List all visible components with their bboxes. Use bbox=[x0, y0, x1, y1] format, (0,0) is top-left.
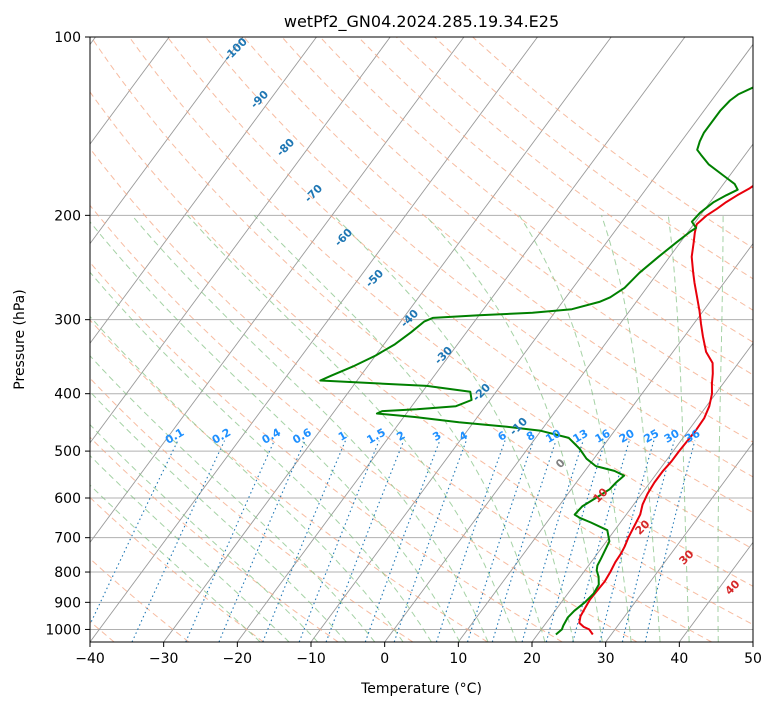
y-tick-label: 200 bbox=[54, 208, 81, 224]
background-lines bbox=[90, 37, 753, 642]
isotherm-line bbox=[90, 37, 244, 245]
y-tick-label: 100 bbox=[54, 30, 81, 46]
isotherm-line bbox=[90, 37, 391, 444]
y-tick-label: 700 bbox=[54, 531, 81, 547]
dry-adiabat-line bbox=[396, 37, 753, 311]
temperature-profile-line bbox=[578, 184, 753, 636]
x-tick-label: −20 bbox=[223, 651, 253, 667]
dry-adiabat-line bbox=[90, 377, 414, 642]
mixing-ratio-line bbox=[218, 440, 306, 642]
isotherm-line bbox=[90, 37, 317, 344]
x-tick-label: 20 bbox=[523, 651, 541, 667]
moist-adiabat-line bbox=[131, 214, 489, 642]
dry-adiabat-line bbox=[90, 496, 264, 642]
mixing-ratio-line bbox=[298, 440, 380, 642]
isotherm-line bbox=[236, 37, 686, 642]
axes: −40 −30 −20 −10 0 10 20 30 40 50 100 200 300 400 500 60… bbox=[45, 30, 762, 667]
moist-adiabat-line bbox=[90, 423, 319, 642]
moist-adiabat-line bbox=[601, 215, 661, 642]
mixing-ratio-line bbox=[90, 440, 179, 626]
moist-adiabat-line bbox=[90, 484, 261, 642]
x-tick-label: 40 bbox=[670, 651, 688, 667]
mixing-ratio-line bbox=[131, 440, 225, 642]
moist-adiabat-line bbox=[187, 214, 517, 642]
moist-adiabat-line bbox=[90, 454, 290, 642]
isotherm-line bbox=[531, 342, 753, 642]
dry-adiabat-line bbox=[90, 261, 563, 642]
moist-adiabat-line bbox=[90, 221, 461, 642]
isotherm-line bbox=[90, 37, 170, 145]
isotherm-line bbox=[605, 442, 753, 642]
y-tick-label: 1000 bbox=[45, 622, 81, 638]
dewpoint-profile-line bbox=[319, 86, 753, 636]
mixing-ratio-line bbox=[521, 440, 584, 642]
y-tick-label: 300 bbox=[54, 313, 81, 329]
isotherm-line bbox=[163, 37, 612, 642]
isotherm-line bbox=[90, 37, 538, 642]
moist-adiabat-line bbox=[717, 215, 724, 642]
moist-adiabat-line bbox=[90, 315, 404, 642]
mixing-ratio-line bbox=[599, 440, 655, 642]
mixing-ratio-line bbox=[185, 440, 275, 642]
x-tick-label: −10 bbox=[296, 651, 326, 667]
y-tick-label: 400 bbox=[54, 387, 81, 403]
dry-adiabat-line bbox=[90, 37, 753, 587]
dry-adiabat-line bbox=[90, 204, 638, 642]
isotherm-line bbox=[457, 242, 753, 642]
x-axis-title: Temperature (°C) bbox=[360, 681, 482, 697]
moist-adiabat-line bbox=[90, 391, 347, 642]
dry-adiabat-line bbox=[90, 91, 753, 626]
x-tick-label: −30 bbox=[149, 651, 179, 667]
moist-adiabat-line bbox=[425, 214, 603, 642]
isotherm-line bbox=[90, 37, 465, 544]
y-tick-label: 800 bbox=[54, 565, 81, 581]
moist-adiabat-line bbox=[253, 214, 546, 642]
y-axis-title: Pressure (hPa) bbox=[12, 289, 28, 389]
moist-adiabat-line bbox=[90, 271, 432, 642]
x-tick-label: −40 bbox=[75, 651, 105, 667]
dry-adiabat-line bbox=[357, 37, 753, 343]
mixing-ratio-line bbox=[466, 440, 534, 642]
sounding-profiles bbox=[319, 86, 753, 636]
mixing-ratio-line bbox=[621, 440, 675, 642]
moist-adiabat-line bbox=[667, 215, 690, 642]
dry-adiabat-line bbox=[167, 37, 753, 514]
mixing-ratio-line bbox=[572, 440, 630, 642]
y-tick-label: 500 bbox=[54, 444, 81, 460]
plot-frame bbox=[89, 36, 754, 643]
moist-adiabat-line bbox=[333, 214, 575, 642]
x-tick-label: 30 bbox=[597, 651, 615, 667]
dry-adiabat-line bbox=[90, 147, 712, 642]
isotherm-line bbox=[384, 143, 753, 642]
mixing-ratio-line bbox=[262, 440, 347, 642]
mixing-ratio-line bbox=[545, 440, 606, 642]
mixing-ratio-line bbox=[491, 440, 557, 642]
y-tick-label: 900 bbox=[54, 595, 81, 611]
isotherm-line bbox=[310, 43, 753, 642]
dry-adiabat-line bbox=[205, 37, 753, 478]
moist-adiabat-line bbox=[90, 355, 376, 642]
dry-adiabat-line bbox=[319, 37, 753, 376]
x-tick-label: 50 bbox=[744, 651, 762, 667]
chart-title: wetPf2_GN04.2024.285.19.34.E25 bbox=[284, 12, 559, 32]
x-tick-label: 0 bbox=[380, 651, 389, 667]
x-tick-label: 10 bbox=[449, 651, 467, 667]
y-tick-label: 600 bbox=[54, 491, 81, 507]
dry-adiabat-line bbox=[128, 37, 753, 550]
moist-adiabat-line bbox=[518, 215, 632, 642]
